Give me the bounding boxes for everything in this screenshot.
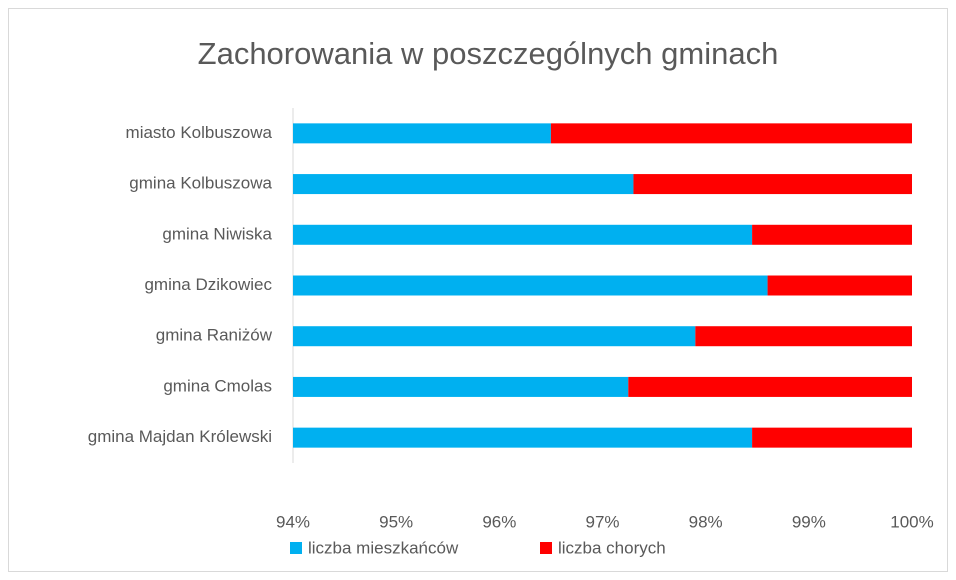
- legend-swatch: [540, 542, 552, 554]
- x-tick-label: 96%: [482, 512, 516, 531]
- bar-segment: [293, 376, 629, 397]
- legend-label: liczba chorych: [558, 538, 666, 557]
- x-tick-label: 95%: [379, 512, 413, 531]
- bar-segment: [752, 224, 912, 245]
- y-tick-label: gmina Niwiska: [162, 224, 272, 243]
- bar-segment: [293, 224, 753, 245]
- bar-segment: [628, 376, 912, 397]
- bar-segment: [293, 275, 768, 296]
- bar-segment: [767, 275, 912, 296]
- y-tick-label: gmina Majdan Królewski: [88, 427, 272, 446]
- y-tick-label: gmina Kolbuszowa: [129, 174, 272, 193]
- x-tick-label: 99%: [792, 512, 826, 531]
- bar-segment: [293, 427, 753, 448]
- y-tick-label: gmina Cmolas: [163, 376, 272, 395]
- bar-segment: [752, 427, 912, 448]
- x-tick-label: 97%: [585, 512, 619, 531]
- legend-label: liczba mieszkańców: [308, 538, 459, 557]
- y-tick-label: gmina Dzikowiec: [144, 275, 272, 294]
- chart-title: Zachorowania w poszczególnych gminach: [198, 36, 779, 71]
- x-tick-label: 98%: [689, 512, 723, 531]
- y-tick-label: gmina Raniżów: [156, 326, 273, 345]
- bar-segment: [695, 326, 912, 347]
- x-tick-label: 100%: [890, 512, 933, 531]
- x-tick-label: 94%: [276, 512, 310, 531]
- y-tick-label: miasto Kolbuszowa: [126, 123, 273, 142]
- bar-segment: [293, 326, 696, 347]
- bar-segment: [293, 174, 634, 195]
- bar-segment: [550, 123, 912, 144]
- bar-segment: [633, 174, 912, 195]
- bar-segment: [293, 123, 551, 144]
- legend-swatch: [290, 542, 302, 554]
